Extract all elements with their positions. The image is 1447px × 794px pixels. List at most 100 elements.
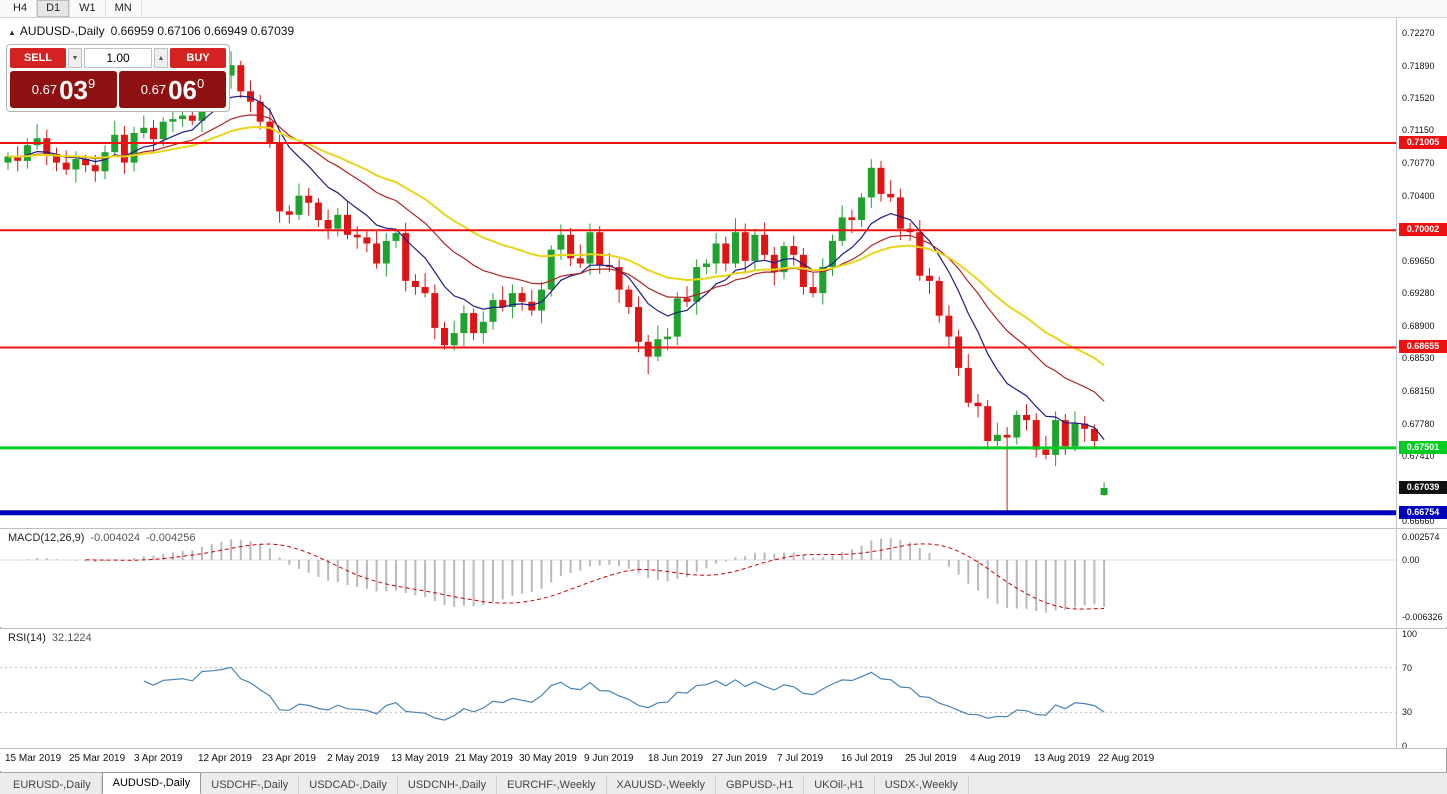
panel-splitter-macd[interactable] bbox=[0, 528, 1447, 529]
price-axis-label: 0.72270 bbox=[1402, 28, 1435, 38]
rsi-axis-label: 30 bbox=[1402, 707, 1413, 717]
timeframe-button-w1[interactable]: W1 bbox=[70, 0, 106, 17]
panel-splitter-rsi[interactable] bbox=[0, 628, 1447, 629]
date-label: 27 Jun 2019 bbox=[712, 753, 768, 764]
macd-axis-label: -0.006326 bbox=[1402, 612, 1443, 622]
one-click-price-row: 0.67 03 9 0.67 06 0 bbox=[10, 71, 226, 108]
volume-decrease-button[interactable]: ▼ bbox=[68, 48, 82, 68]
timeframe-button-h4[interactable]: H4 bbox=[4, 0, 38, 17]
chart-quote-values: 0.66959 0.67106 0.66949 0.67039 bbox=[110, 24, 295, 38]
macd-axis: 0.002574 0.00 -0.006326 bbox=[1399, 529, 1447, 627]
date-label: 21 May 2019 bbox=[455, 753, 513, 764]
one-click-toggle-icon[interactable]: ▲ bbox=[8, 28, 16, 37]
date-label: 7 Jul 2019 bbox=[777, 753, 824, 764]
buy-price-pipette: 0 bbox=[197, 76, 205, 91]
timeframe-button-d1[interactable]: D1 bbox=[37, 0, 71, 17]
price-axis-label: 0.71890 bbox=[1402, 61, 1435, 71]
buy-price-prefix: 0.67 bbox=[140, 82, 167, 97]
macd-indicator-name: MACD(12,26,9) bbox=[8, 532, 85, 544]
hline-price-badge: 0.68655 bbox=[1399, 340, 1447, 353]
sell-price-big-digits: 03 bbox=[59, 74, 88, 105]
volume-input[interactable] bbox=[84, 48, 152, 68]
price-axis-label: 0.69650 bbox=[1402, 256, 1435, 266]
chart-symbol-label: AUDUSD-,Daily bbox=[19, 24, 105, 38]
date-label: 18 Jun 2019 bbox=[648, 753, 704, 764]
rsi-label: RSI(14) 32.1224 bbox=[8, 632, 92, 644]
chart-tab-ukoil-h1[interactable]: UKOil-,H1 bbox=[804, 776, 875, 794]
date-label: 25 Mar 2019 bbox=[69, 753, 126, 764]
chart-tab-usdcad-daily[interactable]: USDCAD-,Daily bbox=[299, 776, 398, 794]
macd-axis-label: 0.00 bbox=[1402, 555, 1420, 565]
sell-price-pipette: 9 bbox=[88, 76, 96, 91]
price-axis-separator bbox=[1396, 18, 1397, 749]
chart-tab-usdchf-daily[interactable]: USDCHF-,Daily bbox=[201, 776, 300, 794]
current-price-badge: 0.67039 bbox=[1399, 481, 1447, 494]
sell-button[interactable]: SELL bbox=[10, 48, 66, 68]
macd-panel-canvas bbox=[0, 538, 1396, 613]
price-axis-label: 0.67410 bbox=[1402, 451, 1435, 461]
rsi-axis-label: 100 bbox=[1402, 629, 1418, 639]
one-click-order-row: SELL ▼ ▲ BUY bbox=[10, 48, 226, 68]
price-axis-label: 0.66660 bbox=[1402, 516, 1435, 526]
rsi-axis-label: 0 bbox=[1402, 741, 1408, 751]
price-axis-label: 0.70770 bbox=[1402, 158, 1435, 168]
hline-price-badge: 0.66754 bbox=[1399, 506, 1447, 519]
chart-title: ▲ AUDUSD-,Daily 0.66959 0.67106 0.66949 0.… bbox=[8, 24, 294, 38]
date-label: 9 Jun 2019 bbox=[584, 753, 634, 764]
price-chart-panel[interactable]: ▲ AUDUSD-,Daily 0.66959 0.67106 0.66949 0.… bbox=[0, 18, 1396, 528]
price-axis-label: 0.67780 bbox=[1402, 419, 1435, 429]
rsi-indicator-name: RSI(14) bbox=[8, 632, 46, 644]
chart-tab-gbpusd-h1[interactable]: GBPUSD-,H1 bbox=[716, 776, 805, 794]
date-label: 2 May 2019 bbox=[327, 753, 380, 764]
date-label: 13 May 2019 bbox=[391, 753, 449, 764]
macd-panel bbox=[0, 529, 1396, 627]
date-label: 25 Jul 2019 bbox=[905, 753, 957, 764]
chart-tab-audusd-daily[interactable]: AUDUSD-,Daily bbox=[101, 772, 202, 794]
volume-increase-button[interactable]: ▲ bbox=[154, 48, 168, 68]
date-label: 15 Mar 2019 bbox=[5, 753, 62, 764]
price-axis-label: 0.68900 bbox=[1402, 321, 1435, 331]
price-axis-label: 0.69280 bbox=[1402, 288, 1435, 298]
chart-tab-usdx-weekly[interactable]: USDX-,Weekly bbox=[875, 776, 969, 794]
chart-tab-usdcnh-daily[interactable]: USDCNH-,Daily bbox=[398, 776, 498, 794]
macd-axis-label: 0.002574 bbox=[1402, 532, 1440, 542]
chart-tab-bar: EURUSD-,Daily AUDUSD-,Daily USDCHF-,Daily U… bbox=[0, 772, 1447, 794]
date-label: 12 Apr 2019 bbox=[198, 753, 252, 764]
time-axis-separator bbox=[0, 748, 1447, 749]
chart-tab-eurusd-daily[interactable]: EURUSD-,Daily bbox=[3, 776, 102, 794]
macd-signal-value: -0.004256 bbox=[145, 532, 196, 544]
sell-price-display[interactable]: 0.67 03 9 bbox=[10, 71, 117, 108]
date-label: 30 May 2019 bbox=[519, 753, 577, 764]
price-axis[interactable]: 0.72270 0.71890 0.71520 0.71150 0.70770 0.704… bbox=[1399, 18, 1447, 528]
buy-price-display[interactable]: 0.67 06 0 bbox=[119, 71, 226, 108]
date-label: 16 Jul 2019 bbox=[841, 753, 893, 764]
price-chart-canvas[interactable] bbox=[0, 18, 1396, 528]
chart-tab-xauusd-weekly[interactable]: XAUUSD-,Weekly bbox=[607, 776, 716, 794]
rsi-value: 32.1224 bbox=[51, 632, 92, 644]
buy-price-big-digits: 06 bbox=[168, 74, 197, 105]
time-axis[interactable]: 15 Mar 2019 25 Mar 2019 3 Apr 2019 12 Apr 2… bbox=[0, 749, 1396, 771]
rsi-panel-canvas bbox=[0, 666, 1396, 721]
timeframe-button-mn[interactable]: MN bbox=[106, 0, 142, 17]
hline-price-badge: 0.71005 bbox=[1399, 136, 1447, 149]
macd-label: MACD(12,26,9) -0.004024 -0.004256 bbox=[8, 532, 196, 544]
buy-button[interactable]: BUY bbox=[170, 48, 226, 68]
sell-price-prefix: 0.67 bbox=[31, 82, 58, 97]
hline-price-badge: 0.70002 bbox=[1399, 223, 1447, 236]
price-axis-label: 0.71520 bbox=[1402, 93, 1435, 103]
price-axis-label: 0.71150 bbox=[1402, 125, 1434, 135]
price-axis-label: 0.68530 bbox=[1402, 353, 1435, 363]
rsi-panel bbox=[0, 629, 1396, 748]
price-axis-label: 0.68150 bbox=[1402, 386, 1435, 396]
date-label: 3 Apr 2019 bbox=[134, 753, 183, 764]
rsi-axis: 100 70 30 0 bbox=[1399, 629, 1447, 751]
chart-tab-eurchf-weekly[interactable]: EURCHF-,Weekly bbox=[497, 776, 607, 794]
date-label: 22 Aug 2019 bbox=[1098, 753, 1155, 764]
hline-price-badge: 0.67501 bbox=[1399, 441, 1447, 454]
macd-main-value: -0.004024 bbox=[90, 532, 140, 544]
toolbar: H4 D1 W1 MN bbox=[0, 0, 1447, 18]
price-axis-label: 0.70400 bbox=[1402, 191, 1435, 201]
timeframe-toolbar: H4 D1 W1 MN bbox=[4, 0, 142, 17]
